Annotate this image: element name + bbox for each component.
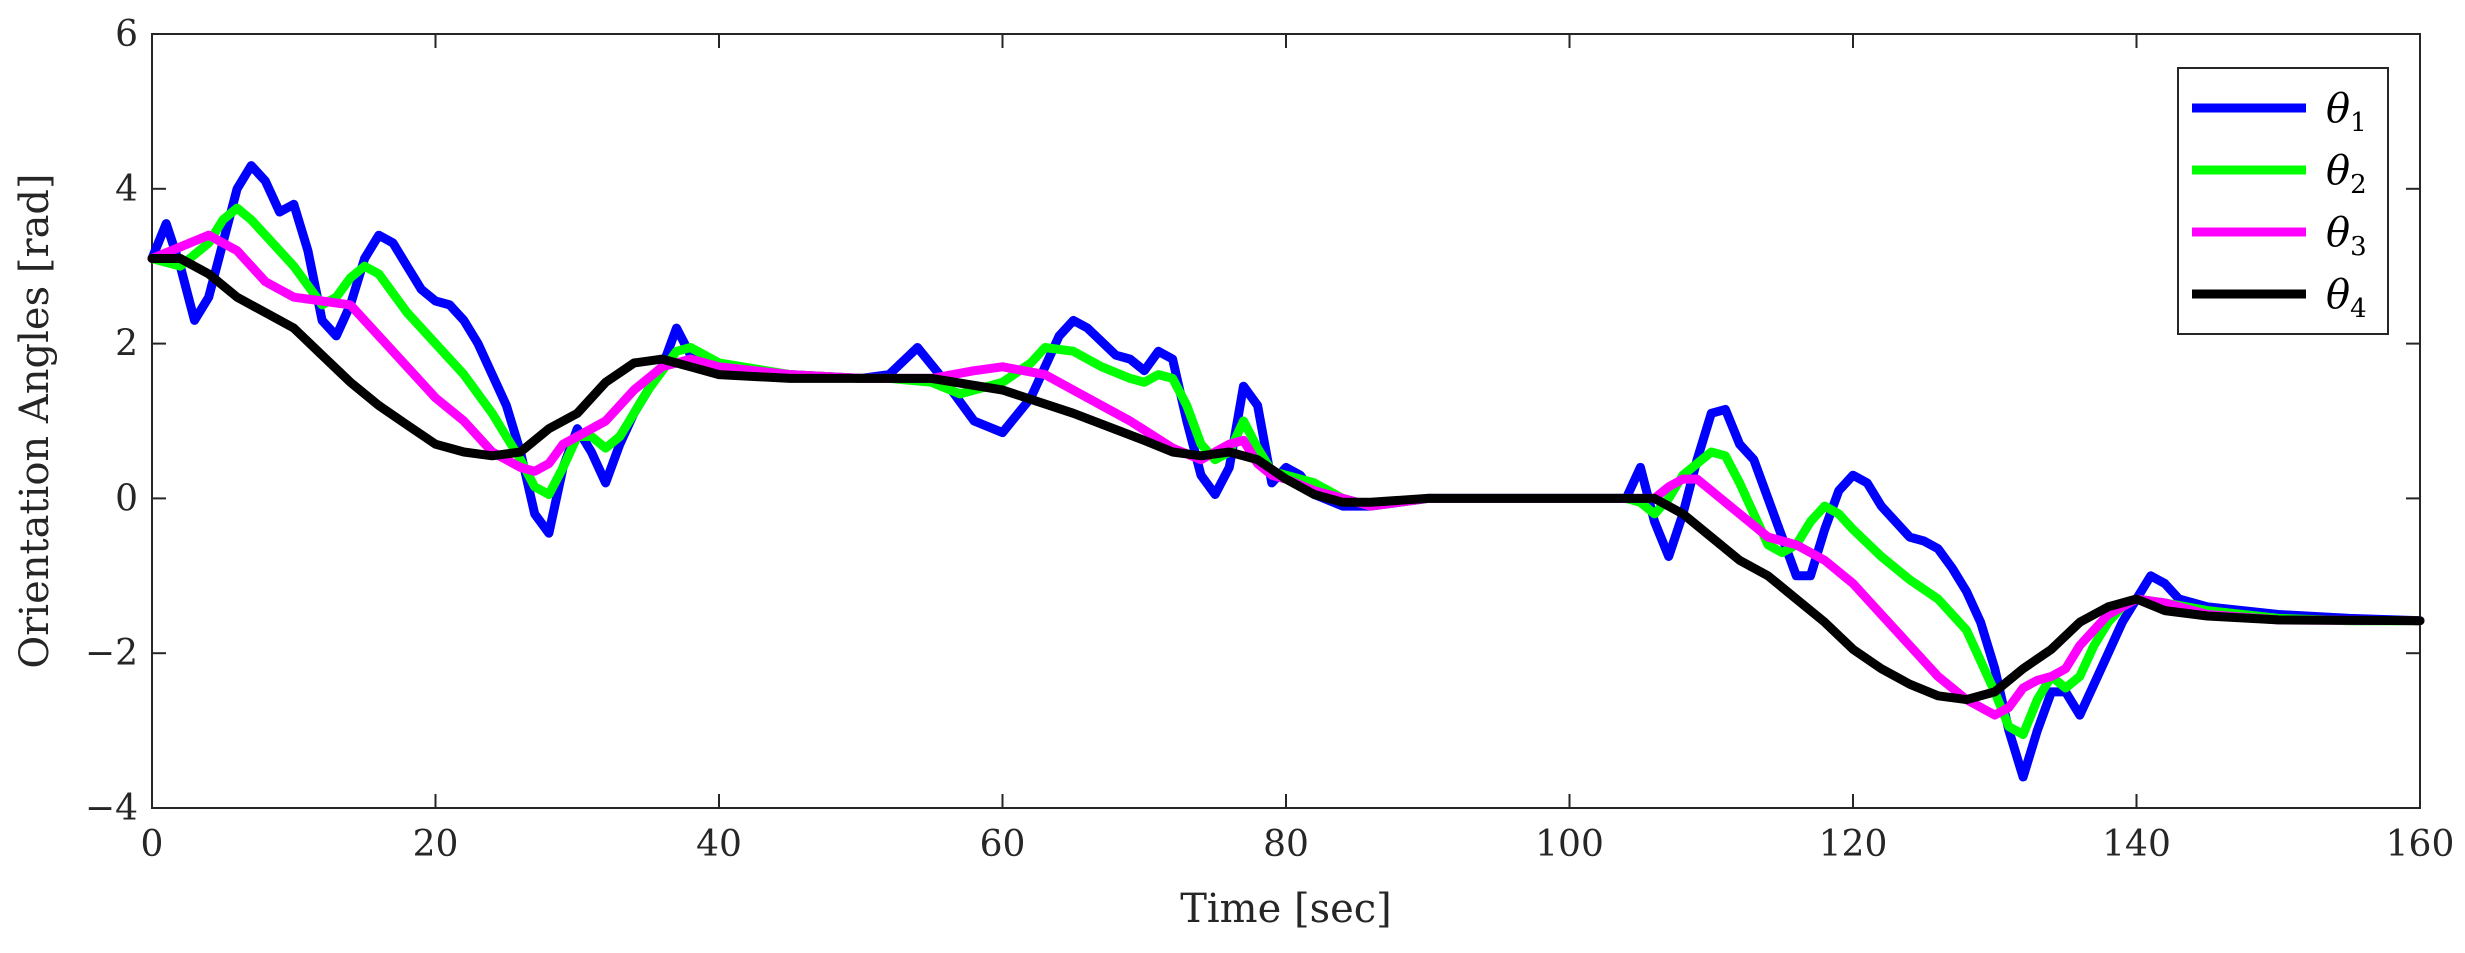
y-tick-label: 4 <box>115 169 138 210</box>
x-tick-label: 80 <box>1263 824 1309 865</box>
tick-layer: 0 20 40 60 80 100 120 140 160 −4 −2 0 2 4 6 <box>85 14 2454 865</box>
series-layer <box>147 161 2425 782</box>
x-tick-label: 60 <box>980 824 1026 865</box>
legend-label-theta-2: θ2 <box>2326 148 2367 200</box>
x-tick-label: 100 <box>1535 824 1604 865</box>
x-tick-label: 160 <box>2386 824 2455 865</box>
x-tick-label: 140 <box>2102 824 2171 865</box>
y-tick-label: 6 <box>115 14 138 55</box>
x-tick-label: 120 <box>1819 824 1888 865</box>
x-tick-label: 0 <box>141 824 164 865</box>
legend-label-theta-3: θ3 <box>2326 210 2367 262</box>
x-tick-label: 20 <box>413 824 459 865</box>
legend-label-theta-1: θ1 <box>2326 86 2367 138</box>
series-line-theta-2 <box>147 203 2425 739</box>
x-axis-label: Time [sec] <box>1180 886 1392 932</box>
y-tick-label: −4 <box>85 788 138 829</box>
legend-label-theta-4: θ4 <box>2326 272 2367 324</box>
series-line-theta-1 <box>147 161 2425 782</box>
y-tick-label: 2 <box>115 324 138 365</box>
series-line-theta-4 <box>147 254 2425 705</box>
legend: θ1 θ2 θ3 θ4 <box>2177 67 2389 335</box>
y-tick-label: 0 <box>115 478 138 519</box>
x-tick-label: 40 <box>696 824 742 865</box>
y-axis-label: Orientation Angles [rad] <box>12 173 58 668</box>
y-tick-label: −2 <box>85 633 138 674</box>
